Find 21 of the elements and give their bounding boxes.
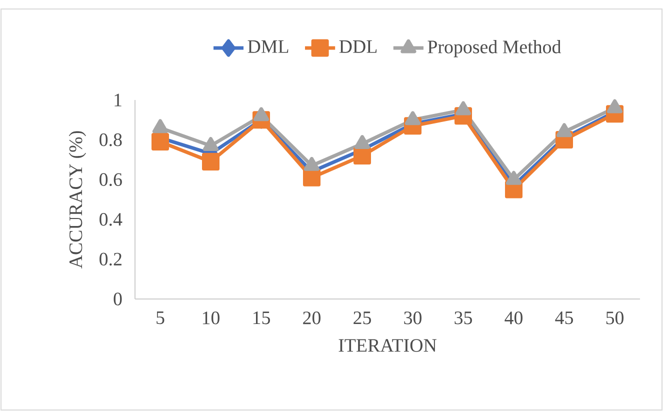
y-tick-label: 0.2 [100,252,122,266]
x-axis-title: ITERATION [338,339,437,352]
x-tick-label: 25 [354,312,371,324]
y-tick-label: 0.4 [100,212,122,226]
legend-label: Proposed Method [428,40,562,58]
y-tick-label: 0.8 [100,133,122,146]
x-tick-label: 20 [303,312,320,324]
x-tick-label: 30 [404,312,422,324]
y-tick-label: 1 [114,94,122,106]
y-axis-title: ACCURACY (%) [68,131,86,268]
x-tick-label: 10 [202,312,220,324]
y-tick-label: 0 [114,292,122,306]
legend-label: DML [248,40,288,53]
x-tick-label: 15 [253,312,270,324]
legend-label: DDL [339,40,377,53]
x-tick-label: 5 [156,312,164,324]
x-tick-label: 45 [555,312,573,324]
y-tick-label: 0.6 [100,173,122,186]
x-tick-label: 35 [454,312,472,324]
x-tick-label: 40 [504,312,522,324]
x-tick-label: 50 [606,312,624,324]
